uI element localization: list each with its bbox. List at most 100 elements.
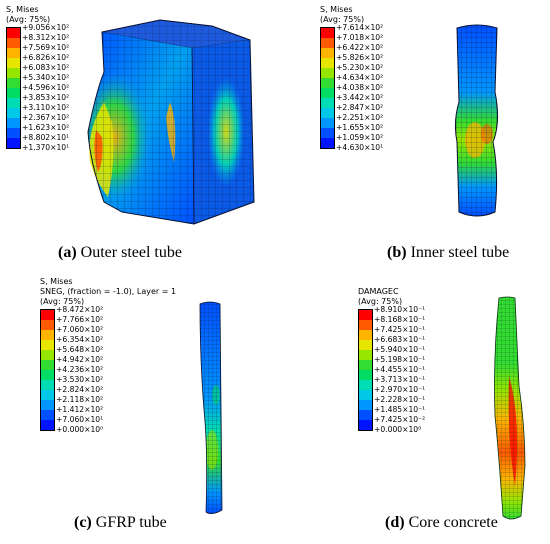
core-concrete-model [494, 296, 526, 520]
legend-value: +0.000×10⁰ [374, 425, 422, 434]
legend-color-swatch [7, 48, 20, 58]
legend-value: +2.367×10² [22, 113, 70, 122]
legend-value: +6.083×10² [22, 63, 70, 72]
legend-color-swatch [41, 420, 54, 430]
legend-value: +1.059×10² [336, 133, 384, 142]
caption-text: Inner steel tube [410, 244, 510, 261]
legend-color-bar [40, 309, 55, 431]
inner-steel-tube-model [454, 24, 499, 217]
legend-value: +3.110×10² [22, 103, 70, 112]
legend-color-swatch [41, 370, 54, 380]
legend-value: +1.623×10² [22, 123, 70, 132]
legend-color-swatch [41, 330, 54, 340]
legend-value: +7.569×10² [22, 43, 70, 52]
legend-value: +5.826×10² [336, 53, 384, 62]
caption-letter: (b) [387, 244, 407, 261]
legend-gfrp-tube: S, Mises SNEG, (fraction = -1.0), Layer … [40, 277, 176, 434]
legend-color-swatch [359, 400, 372, 410]
legend-color-swatch [41, 310, 54, 320]
legend-color-swatch [321, 88, 334, 98]
legend-color-swatch [7, 108, 20, 118]
legend-color-bar [320, 27, 335, 149]
legend-value: +7.425×10⁻² [374, 415, 426, 424]
caption-text: Outer steel tube [80, 244, 182, 261]
legend-color-swatch [7, 28, 20, 38]
legend-color-swatch [359, 420, 372, 430]
legend-color-swatch [321, 78, 334, 88]
legend-averaging: (Avg: 75%) [320, 15, 365, 24]
legend-value: +8.802×10¹ [22, 133, 70, 142]
legend-value: +8.312×10² [22, 33, 70, 42]
legend-value: +5.198×10⁻¹ [374, 355, 426, 364]
legend-color-swatch [41, 390, 54, 400]
caption-core-concrete: (d) Core concrete [385, 514, 498, 532]
caption-letter: (d) [385, 514, 405, 531]
legend-color-swatch [41, 340, 54, 350]
legend-color-swatch [41, 410, 54, 420]
legend-color-swatch [359, 360, 372, 370]
legend-color-swatch [7, 138, 20, 148]
legend-value: +5.648×10² [56, 345, 104, 354]
legend-averaging: (Avg: 75%) [358, 297, 403, 306]
panel-inner-steel-tube: S, Mises (Avg: 75%) +7.614×10² +7.018×10… [275, 0, 550, 272]
caption-letter: (a) [58, 244, 77, 261]
outer-steel-tube-model [87, 19, 255, 225]
legend-value: +3.530×10² [56, 375, 104, 384]
legend-value: +7.766×10² [56, 315, 104, 324]
legend-color-swatch [321, 118, 334, 128]
legend-color-swatch [359, 350, 372, 360]
legend-color-swatch [7, 68, 20, 78]
legend-color-bar [6, 27, 21, 149]
legend-value: +4.634×10² [336, 73, 384, 82]
legend-color-swatch [41, 400, 54, 410]
legend-value: +4.236×10² [56, 365, 104, 374]
legend-value: +5.340×10² [22, 73, 70, 82]
legend-values: +7.614×10² +7.018×10² +6.422×10² +5.826×… [336, 23, 383, 153]
legend-color-swatch [359, 320, 372, 330]
legend-value: +8.168×10⁻¹ [374, 315, 426, 324]
legend-inner-steel-tube: S, Mises (Avg: 75%) +7.614×10² +7.018×10… [320, 5, 383, 152]
gfrp-tube-model [199, 301, 223, 514]
legend-color-swatch [359, 330, 372, 340]
legend-value: +1.370×10¹ [22, 143, 70, 152]
legend-color-swatch [321, 58, 334, 68]
legend-value: +6.683×10⁻¹ [374, 335, 426, 344]
legend-value: +3.442×10² [336, 93, 384, 102]
legend-color-swatch [7, 78, 20, 88]
legend-averaging: (Avg: 75%) [40, 297, 85, 306]
legend-value: +1.655×10² [336, 123, 384, 132]
legend-color-swatch [321, 68, 334, 78]
legend-value: +7.425×10⁻¹ [374, 325, 426, 334]
legend-value: +2.228×10⁻¹ [374, 395, 426, 404]
caption-inner-steel-tube: (b) Inner steel tube [387, 244, 509, 262]
legend-title: S, Mises [40, 277, 73, 286]
legend-core-concrete: DAMAGEC (Avg: 75%) +8.910×10⁻¹ +8.168×10… [358, 287, 425, 434]
legend-value: +8.910×10⁻¹ [374, 305, 426, 314]
legend-title: S, Mises [6, 5, 39, 14]
caption-gfrp-tube: (c) GFRP tube [74, 514, 167, 532]
legend-outer-steel-tube: S, Mises (Avg: 75%) +9.056×10² +8.312×10… [6, 5, 69, 152]
legend-color-swatch [359, 370, 372, 380]
caption-text: Core concrete [408, 514, 498, 531]
legend-title: S, Mises [320, 5, 353, 14]
caption-letter: (c) [74, 514, 92, 531]
legend-value: +6.826×10² [22, 53, 70, 62]
legend-color-swatch [321, 38, 334, 48]
legend-values: +8.910×10⁻¹ +8.168×10⁻¹ +7.425×10⁻¹ +6.6… [374, 305, 425, 435]
legend-value: +2.824×10² [56, 385, 104, 394]
legend-color-swatch [41, 320, 54, 330]
legend-color-swatch [7, 88, 20, 98]
legend-value: +2.118×10² [56, 395, 104, 404]
legend-color-swatch [359, 340, 372, 350]
legend-value: +4.630×10¹ [336, 143, 384, 152]
panel-core-concrete: DAMAGEC (Avg: 75%) +8.910×10⁻¹ +8.168×10… [275, 272, 550, 544]
legend-color-swatch [41, 380, 54, 390]
legend-color-swatch [359, 390, 372, 400]
legend-value: +1.485×10⁻¹ [374, 405, 426, 414]
legend-averaging: (Avg: 75%) [6, 15, 51, 24]
legend-value: +2.847×10² [336, 103, 384, 112]
legend-value: +7.614×10² [336, 23, 384, 32]
panel-gfrp-tube: S, Mises SNEG, (fraction = -1.0), Layer … [0, 272, 275, 544]
legend-value: +9.056×10² [22, 23, 70, 32]
legend-value: +6.354×10² [56, 335, 104, 344]
